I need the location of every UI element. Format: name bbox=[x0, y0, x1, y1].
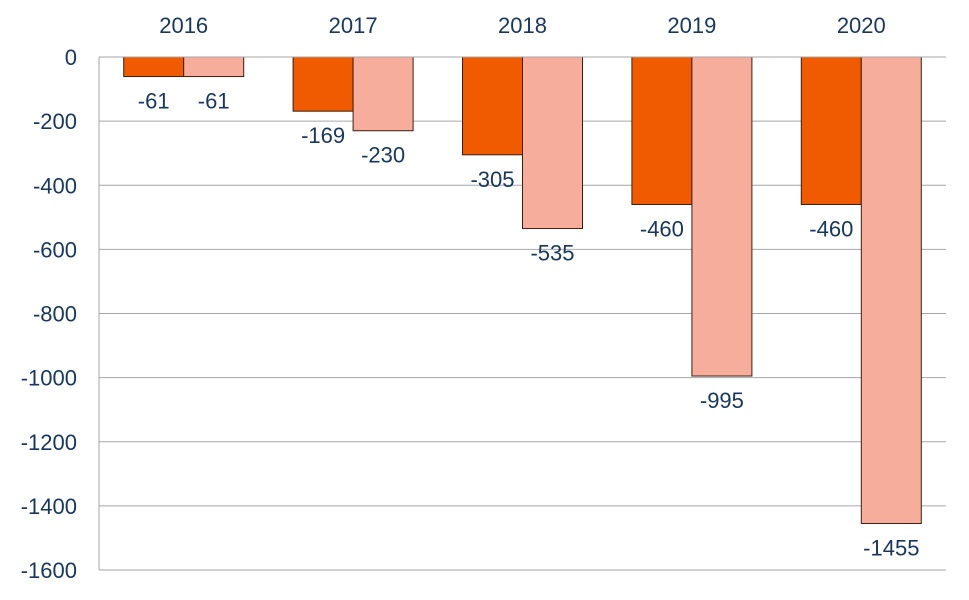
y-tick-label-6: -1200 bbox=[21, 430, 77, 455]
bar-s1-2020 bbox=[800, 56, 862, 205]
bar-s2-2019 bbox=[691, 56, 753, 377]
bar-s1-2016 bbox=[123, 56, 185, 78]
y-tick-label-4: -800 bbox=[33, 302, 77, 327]
data-label-s2-2016: -61 bbox=[198, 89, 230, 114]
bar-s1-2018 bbox=[462, 56, 523, 156]
category-label-2017: 2017 bbox=[329, 13, 378, 38]
category-label-2018: 2018 bbox=[498, 13, 547, 38]
bar-s1-2017 bbox=[292, 56, 354, 112]
labels: 0 -200 -400 -600 -800 -1000 -1200 -1400 -1600 201… bbox=[21, 13, 920, 583]
y-tick-label-2: -400 bbox=[33, 173, 77, 198]
bar-s2-2020 bbox=[860, 56, 922, 525]
data-label-s1-2017: -169 bbox=[301, 123, 345, 148]
data-label-s2-2020: -1455 bbox=[863, 536, 919, 561]
data-label-s2-2018: -535 bbox=[530, 241, 574, 266]
y-tick-label-3: -600 bbox=[33, 237, 77, 262]
gridlines bbox=[99, 56, 946, 571]
y-tick-label-0: 0 bbox=[65, 45, 77, 70]
bar-s2-2017 bbox=[352, 56, 414, 132]
data-label-s1-2020: -460 bbox=[809, 216, 853, 241]
data-label-s1-2019: -460 bbox=[640, 216, 684, 241]
y-tick-label-1: -200 bbox=[33, 109, 77, 134]
category-label-2020: 2020 bbox=[837, 13, 886, 38]
y-tick-label-8: -1600 bbox=[21, 558, 77, 583]
data-label-s2-2017: -230 bbox=[361, 143, 405, 168]
data-label-s1-2018: -305 bbox=[470, 167, 514, 192]
y-tick-label-7: -1400 bbox=[21, 494, 77, 519]
y-tick-label-5: -1000 bbox=[21, 366, 77, 391]
category-label-2019: 2019 bbox=[667, 13, 716, 38]
axes bbox=[98, 56, 946, 570]
category-label-2016: 2016 bbox=[159, 13, 208, 38]
data-label-s2-2019: -995 bbox=[700, 388, 744, 413]
bar-s1-2019 bbox=[631, 56, 693, 205]
bar-s2-2016 bbox=[183, 56, 245, 78]
bars bbox=[123, 56, 922, 525]
data-label-s1-2016: -61 bbox=[138, 89, 170, 114]
bar-s2-2018 bbox=[522, 56, 583, 230]
